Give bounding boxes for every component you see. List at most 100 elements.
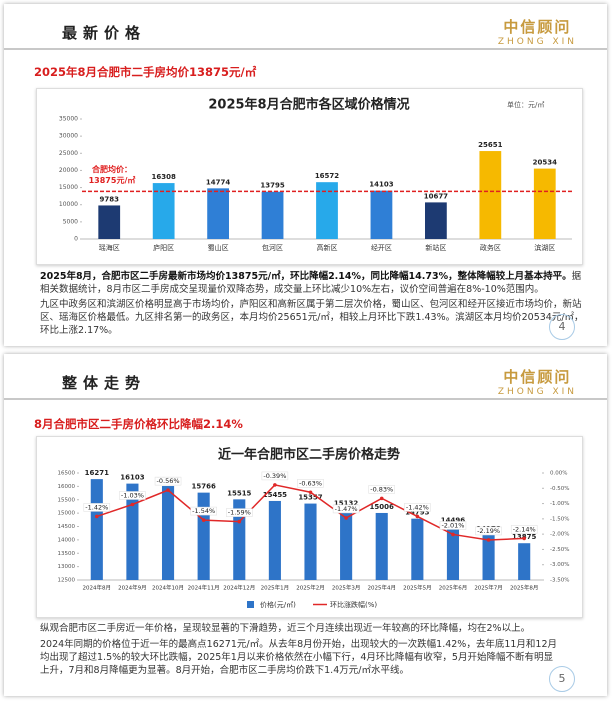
x-tick-label: 2025年5月	[403, 584, 432, 592]
label-bg	[368, 485, 395, 494]
data-label: 15132	[334, 500, 358, 508]
x-tick-label: 庐阳区	[153, 243, 174, 252]
y-tick-label: 30000	[59, 133, 78, 140]
page-number: 5	[549, 666, 575, 692]
paragraph: 2024年同期的价格位于近一年的最高点16271元/㎡。从去年8月份开始，出现较…	[40, 639, 557, 676]
y2-tick-label: 0.00%	[550, 471, 567, 477]
bar	[152, 183, 175, 239]
label-bg	[261, 471, 289, 481]
legend-label: 环比涨跌幅(%)	[330, 600, 377, 609]
slide-header: 最新价格	[62, 24, 147, 42]
line-marker	[237, 519, 242, 524]
chart: 2025年8月合肥市各区域价格情况 单位：元/㎡ 0 5000 10000 15000…	[36, 88, 583, 265]
bar	[518, 543, 531, 580]
x-tick-label: 高新区	[317, 243, 338, 252]
y2-tick-label: -2.50%	[550, 547, 569, 553]
y-tick-label: 15000	[58, 511, 76, 517]
bar	[533, 168, 556, 239]
bar	[268, 500, 281, 580]
line-marker	[308, 490, 313, 495]
data-label: 15766	[191, 483, 215, 491]
data-label: 13795	[260, 182, 284, 190]
bar	[370, 190, 393, 239]
bar	[126, 483, 139, 580]
y-tick-label: 20000	[59, 167, 78, 174]
x-tick-label: 2025年7月	[474, 584, 503, 592]
x-tick-label: 2025年6月	[439, 584, 468, 592]
data-label: -1.59%	[228, 509, 251, 517]
data-label: 15455	[263, 491, 287, 499]
y-tick-label: 13500	[58, 551, 76, 557]
x-tick-label: 包河区	[262, 243, 283, 252]
label-bg	[404, 503, 431, 512]
chart-title: 2025年8月合肥市各区域价格情况	[208, 97, 409, 113]
label-bg	[190, 506, 217, 516]
page-number: 4	[549, 314, 575, 340]
x-tick-label: 2024年10月	[152, 584, 184, 592]
x-tick-label: 2025年4月	[367, 584, 396, 592]
bar	[304, 503, 317, 580]
x-tick-label: 2024年9月	[118, 584, 147, 592]
label-bg	[475, 526, 502, 536]
y-tick-label: 15000	[59, 184, 78, 191]
slide-header: 整体走势	[62, 374, 147, 392]
x-tick-label: 政务区	[480, 243, 501, 252]
logo-en: ZHONG XIN	[497, 387, 577, 397]
y-tick-label: 14000	[58, 537, 76, 543]
y-tick-label: 25000	[59, 150, 78, 157]
data-label: -2.14%	[513, 525, 536, 533]
bar	[98, 205, 121, 239]
y2-tick-label: -1.50%	[550, 516, 569, 522]
data-label: 16271	[85, 469, 109, 477]
x-tick-label: 经开区	[371, 243, 392, 252]
data-label: 14774	[206, 178, 230, 186]
y-tick-label: 0	[74, 236, 78, 243]
bar	[446, 526, 460, 580]
chart: 近一年合肥市区二手房价格走势 12500 13000 13500 14000 14500…	[36, 436, 583, 618]
slide: 最新价格 中信顾问 ZHONG XIN 2025年8月合肥市二手房均价13875元…	[4, 4, 607, 346]
subtitle: 2025年8月合肥市二手房均价13875元/㎡	[34, 65, 257, 79]
data-label: -1.42%	[406, 503, 429, 511]
y-tick-label: 12500	[58, 578, 76, 584]
header-rule	[4, 398, 607, 400]
paragraph: 九区中政务区和滨湖区价格明显高于市场均价，庐阳区和高新区属于第二层次价格，蜀山区…	[40, 299, 584, 336]
y2-tick-label: -0.50%	[550, 486, 569, 492]
x-tick-label: 瑶海区	[99, 243, 120, 252]
header-rule	[4, 48, 607, 50]
label-bg	[510, 525, 538, 534]
data-label: 14496	[441, 517, 465, 525]
bar	[90, 479, 103, 580]
x-tick-label: 2025年8月	[510, 584, 539, 592]
data-label: -0.63%	[299, 479, 322, 487]
y2-tick-label: -2.00%	[550, 532, 569, 538]
line-marker	[522, 536, 526, 541]
legend-label: 价格(元/㎡)	[260, 600, 296, 609]
bar	[261, 191, 284, 239]
data-label: 15006	[370, 503, 394, 511]
annotation: 合肥均价：	[91, 164, 132, 174]
data-label: 20534	[533, 159, 557, 167]
paragraph: 2025年8月，合肥市区二手房最新市场均价13875元/㎡，环比降幅2.14%，…	[40, 270, 585, 296]
data-label: -0.39%	[263, 472, 286, 480]
line-marker	[486, 538, 491, 542]
data-label: -0.83%	[370, 485, 393, 493]
label-bg	[154, 476, 182, 486]
text: 据相关数据统计，8月市区二手房成交呈现量价双降态势，成交量上环比减少10%左右，…	[40, 271, 582, 295]
line-marker	[415, 514, 420, 519]
subtitle: 8月合肥市区二手房价格环比降幅2.14%	[34, 417, 243, 431]
paragraph: 纵观合肥市区二手房近一年价格，呈现较显著的下滑趋势，近三个月连续出现近一年较高的…	[40, 623, 531, 634]
line-marker	[130, 502, 135, 507]
y-tick-label: 35000	[59, 116, 78, 123]
bar	[316, 182, 338, 239]
data-label: -1.47%	[335, 505, 358, 513]
bar	[197, 492, 210, 580]
x-tick-label: 2024年12月	[223, 584, 255, 592]
y2-tick-label: -3.50%	[550, 578, 569, 584]
data-label: 10677	[424, 192, 448, 200]
label-bg	[297, 479, 324, 488]
bar	[411, 518, 424, 580]
logo-cn: 中信顾问	[503, 18, 572, 36]
data-label: -1.03%	[121, 491, 144, 499]
x-tick-label: 2024年8月	[83, 584, 112, 592]
